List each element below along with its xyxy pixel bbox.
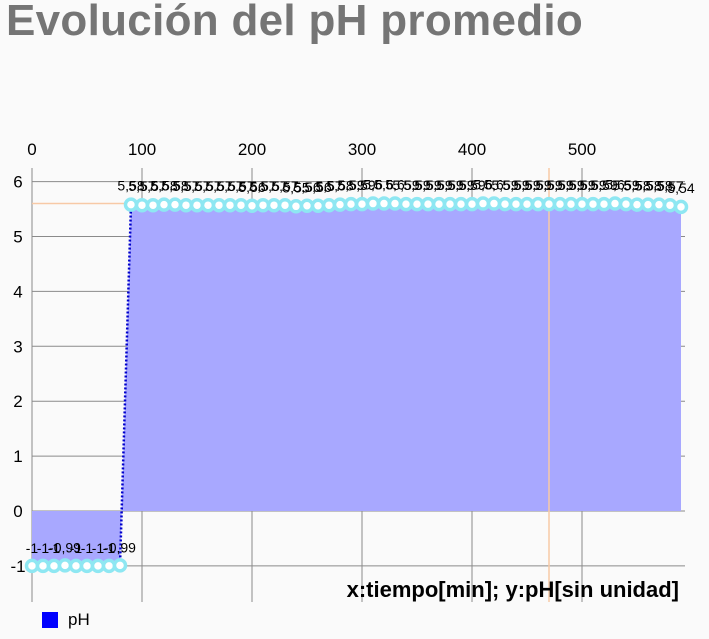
x-tick-label: 100: [128, 140, 156, 159]
data-label: 5,57: [227, 178, 254, 194]
data-label: 5,59: [436, 177, 463, 193]
data-label: 5,58: [326, 178, 353, 194]
legend-label-ph: pH: [68, 610, 90, 629]
data-label: 5,57: [216, 178, 243, 194]
data-label: 5,6: [363, 177, 383, 193]
data-label: -1: [26, 540, 39, 556]
data-label: 5,58: [634, 178, 661, 194]
data-label: 5,57: [172, 178, 199, 194]
data-label: -0,99: [104, 539, 136, 555]
data-label: 5,58: [150, 178, 177, 194]
data-label: 5,57: [260, 178, 287, 194]
data-label: 5,59: [337, 177, 364, 193]
data-label: 5,57: [139, 178, 166, 194]
x-tick-label: 300: [348, 140, 376, 159]
data-label: 5,59: [458, 177, 485, 193]
data-label: 5,57: [271, 178, 298, 194]
data-label: 5,59: [392, 177, 419, 193]
crosshair: [32, 168, 550, 602]
data-label: 5,6: [374, 177, 394, 193]
data-label: 5,57: [128, 178, 155, 194]
data-label: 5,6: [605, 177, 625, 193]
data-label: 5,59: [414, 177, 441, 193]
y-tick-label: 1: [13, 447, 22, 466]
data-label: 5,59: [612, 177, 639, 193]
data-label: 5,57: [194, 178, 221, 194]
data-label: -1: [92, 540, 105, 556]
data-label: 5,59: [535, 177, 562, 193]
data-label: 5,58: [623, 178, 650, 194]
y-tick-label: 6: [13, 173, 22, 192]
data-label: 5,6: [484, 177, 504, 193]
data-label: 5,54: [667, 180, 694, 196]
data-labels: -1-1-1-0,99-1-1-1-1-0,995,585,575,575,58…: [26, 177, 695, 556]
data-label: 5,57: [183, 178, 210, 194]
data-label: 5,59: [447, 177, 474, 193]
data-label: 5,57: [315, 178, 342, 194]
data-label: 5,59: [348, 177, 375, 193]
y-tick-label: -1: [10, 557, 25, 576]
chart-title: Evolución del pH promedio: [6, 0, 584, 45]
data-label: 5,56: [238, 179, 265, 195]
y-tick-label: 4: [13, 282, 22, 301]
data-label: 5,59: [491, 177, 518, 193]
data-label: 5,58: [645, 178, 672, 194]
data-point[interactable]: [112, 558, 128, 573]
legend-swatch-ph: [42, 612, 58, 628]
ph-area: [32, 202, 682, 568]
data-label: -1: [70, 540, 83, 556]
data-label: 5,59: [557, 177, 584, 193]
data-label: 5,6: [385, 177, 405, 193]
data-label: 5,56: [293, 179, 320, 195]
x-tick-label: 500: [568, 140, 596, 159]
x-tick-label: 200: [238, 140, 266, 159]
data-label: 5,57: [249, 178, 276, 194]
y-tick-label: 5: [13, 228, 22, 247]
data-label: -1: [37, 540, 50, 556]
data-label: 5,59: [546, 177, 573, 193]
data-label: 5,57: [205, 178, 232, 194]
data-label: 5,56: [304, 179, 331, 195]
data-label: 5,59: [425, 177, 452, 193]
data-label: -1: [81, 540, 94, 556]
data-label: 5,59: [513, 177, 540, 193]
area-fill: [32, 203, 681, 566]
data-label: 5,57: [656, 178, 683, 194]
axis-description: x:tiempo[min]; y:pH[sin unidad]: [347, 577, 679, 602]
ph-markers[interactable]: [24, 196, 689, 574]
data-point[interactable]: [673, 199, 689, 215]
data-label: 5,6: [473, 177, 493, 193]
data-label: 5,59: [524, 177, 551, 193]
x-tick-label: 0: [27, 140, 36, 159]
data-label: 5,58: [117, 178, 144, 194]
data-label: 5,59: [403, 177, 430, 193]
legend: pH: [42, 610, 90, 630]
y-tick-label: 0: [13, 502, 22, 521]
data-label: 5,59: [568, 177, 595, 193]
data-label: -1: [103, 540, 116, 556]
data-label: 5,58: [161, 178, 188, 194]
y-tick-label: 3: [13, 337, 22, 356]
data-label: 5,59: [579, 177, 606, 193]
data-label: 5,55: [282, 179, 309, 195]
x-tick-label: 400: [458, 140, 486, 159]
data-label: -1: [48, 540, 61, 556]
data-label: -0,99: [49, 539, 81, 555]
y-tick-label: 2: [13, 392, 22, 411]
data-label: 5,59: [590, 177, 617, 193]
data-point[interactable]: [662, 197, 678, 213]
data-label: 5,59: [502, 177, 529, 193]
tick-labels: 0 100 200 300 400 500 6 5 4 3 2 1 0 -1: [10, 140, 596, 576]
